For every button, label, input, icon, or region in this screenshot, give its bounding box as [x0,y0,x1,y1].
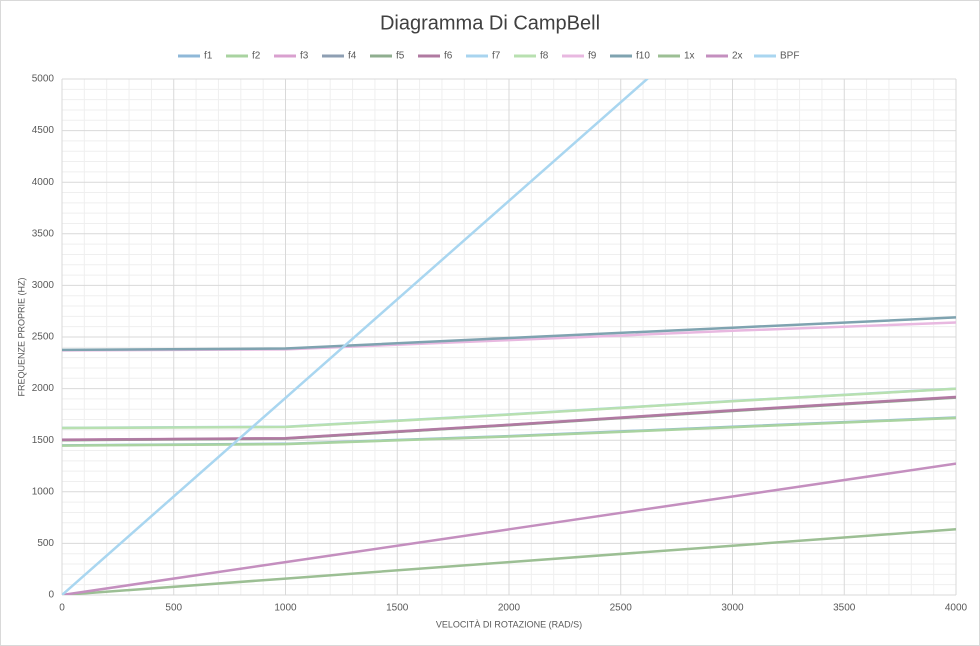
series-line [62,316,956,352]
legend-label: f10 [636,51,650,62]
y-tick-label: 4000 [32,177,55,188]
legend-label: f7 [492,51,501,62]
y-tick-label: 4500 [32,125,55,136]
legend-label: f3 [300,51,309,62]
y-tick-label: 3500 [32,228,55,239]
legend-label: f6 [444,51,453,62]
legend-label: f5 [396,51,405,62]
legend-label: f1 [204,51,213,62]
legend-label: f9 [588,51,597,62]
series-line [62,387,956,430]
series-line [62,395,956,442]
legend-label: f2 [252,51,261,62]
legend-label: f8 [540,51,549,62]
legend-label: BPF [780,51,799,62]
x-tick-label: 2000 [498,603,521,614]
x-axis-label: VELOCITÀ DI ROTAZIONE (RAD/S) [436,619,582,629]
y-axis-label: FREQUENZE PROPRIE (HZ) [16,277,26,396]
chart-title: Diagramma Di CampBell [380,12,600,34]
x-tick-label: 500 [165,603,182,614]
y-tick-label: 0 [48,590,54,601]
y-tick-label: 5000 [32,74,55,85]
y-tick-label: 2500 [32,332,55,343]
x-tick-label: 2500 [610,603,633,614]
x-tick-label: 1000 [274,603,297,614]
legend-label: 2x [732,51,743,62]
x-tick-label: 4000 [945,603,968,614]
series-line [62,462,956,595]
series-line [62,79,650,595]
x-tick-label: 3500 [833,603,856,614]
y-tick-label: 1000 [32,486,55,497]
x-tick-label: 0 [59,603,65,614]
series-line [62,528,956,595]
x-tick-label: 3000 [721,603,744,614]
y-tick-label: 2000 [32,383,55,394]
y-tick-label: 500 [37,538,54,549]
y-tick-label: 3000 [32,280,55,291]
x-tick-label: 1500 [386,603,409,614]
legend-label: 1x [684,51,695,62]
plot-area [62,79,956,595]
series-line [62,416,956,447]
legend-label: f4 [348,51,357,62]
y-tick-label: 1500 [32,435,55,446]
